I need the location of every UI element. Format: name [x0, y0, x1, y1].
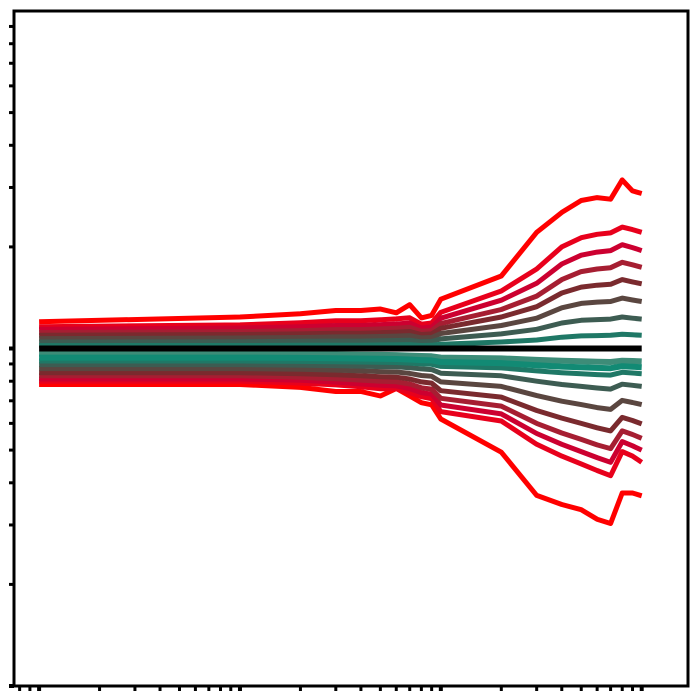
series-line-upper-8: [39, 331, 642, 349]
series-line-lower-1: [39, 382, 643, 526]
series-layer: [39, 177, 644, 526]
x-axis-ticks: [18, 686, 644, 691]
y-axis-ticks: [9, 24, 14, 688]
series-line-lower-7: [39, 362, 642, 392]
series-line-lower-8: [39, 358, 642, 378]
series-line-upper-3: [39, 242, 643, 332]
series-line-upper-4: [39, 259, 643, 335]
series-line-upper-1: [39, 177, 643, 325]
series-line-lower-2: [39, 378, 644, 479]
series-line-upper-7: [39, 314, 642, 345]
series-line-lower-5: [39, 370, 643, 434]
series-line-center-2: [39, 354, 642, 372]
series-line-lower-4: [39, 373, 643, 452]
series-line-center-1: [39, 350, 642, 365]
series-line-lower-3: [39, 376, 643, 465]
series-line-lower-6: [39, 366, 643, 412]
series-line-upper-5: [39, 277, 643, 338]
series-line-upper-2: [39, 224, 643, 330]
series-line-upper-6: [39, 295, 643, 342]
